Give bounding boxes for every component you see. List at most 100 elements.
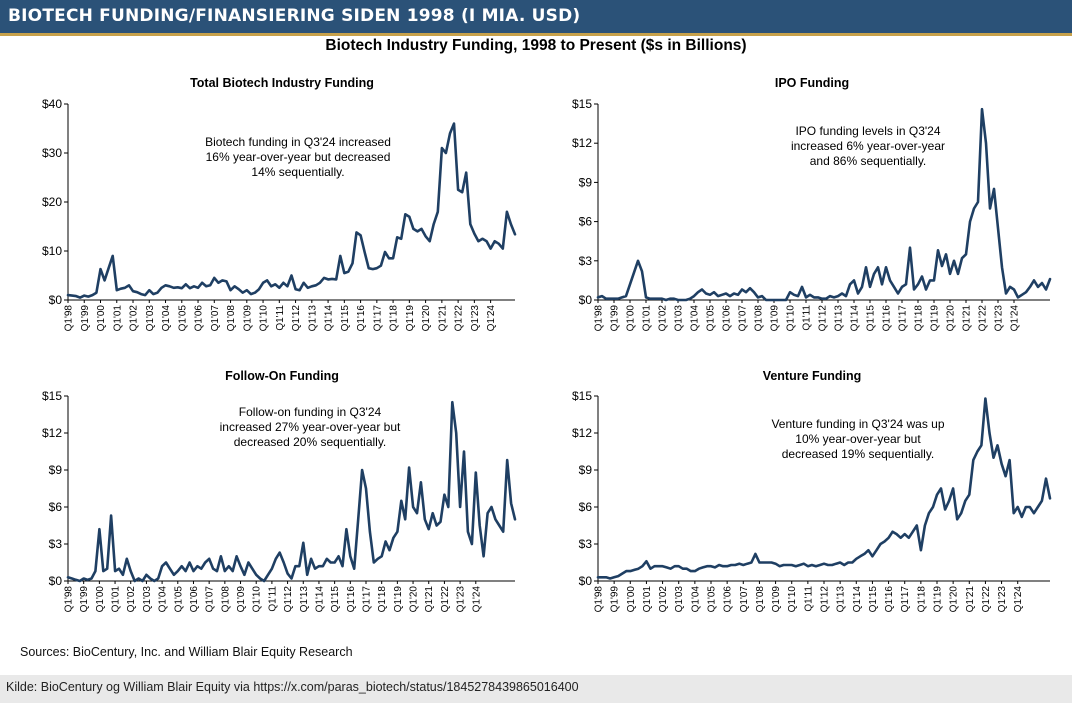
y-tick-label: $15	[42, 389, 62, 403]
x-tick-label: Q1'10	[252, 586, 263, 613]
y-tick-label: $0	[49, 574, 63, 588]
annotation-line: Follow-on funding in Q3'24	[239, 405, 382, 419]
x-tick-label: Q1'00	[626, 305, 637, 332]
x-tick-label: Q1'23	[456, 586, 467, 613]
annotation-line: increased 6% year-over-year	[791, 139, 945, 153]
y-tick-label: $12	[572, 426, 592, 440]
panel-title: IPO Funding	[775, 76, 849, 90]
header-banner: BIOTECH FUNDING/FINANSIERING SIDEN 1998 …	[0, 0, 1072, 36]
x-tick-label: Q1'02	[129, 305, 140, 332]
x-tick-label: Q1'99	[79, 586, 90, 613]
x-tick-label: Q1'00	[626, 586, 637, 613]
panel-title: Total Biotech Industry Funding	[190, 76, 374, 90]
x-tick-label: Q1'01	[112, 305, 123, 332]
x-tick-label: Q1'03	[674, 586, 685, 613]
annotation-line: 10% year-over-year but	[795, 432, 921, 446]
x-tick-label: Q1'11	[275, 305, 286, 331]
x-tick-label: Q1'11	[802, 305, 813, 331]
x-tick-label: Q1'19	[405, 305, 416, 332]
x-tick-label: Q1'19	[933, 586, 944, 613]
x-tick-label: Q1'02	[658, 305, 669, 332]
y-tick-label: $6	[579, 500, 593, 514]
x-tick-label: Q1'16	[356, 305, 367, 332]
x-tick-label: Q1'08	[220, 586, 231, 613]
annotation-line: Venture funding in Q3'24 was up	[771, 417, 944, 431]
y-tick-label: $3	[49, 537, 63, 551]
chart-panel-venture: Venture Funding $0 $3 $6 $9 $12 $15 Q1'98 Q1'99 Q…	[572, 369, 1052, 613]
x-tick-label: Q1'16	[884, 586, 895, 613]
x-tick-label: Q1'12	[820, 586, 831, 613]
x-tick-label: Q1'21	[437, 305, 448, 332]
x-tick-label: Q1'07	[210, 305, 221, 332]
x-tick-label: Q1'18	[377, 586, 388, 613]
y-tick-label: $12	[42, 426, 62, 440]
series-line-venture	[596, 397, 1052, 580]
x-tick-label: Q1'03	[142, 586, 153, 613]
x-tick-label: Q1'04	[690, 586, 701, 613]
x-tick-label: Q1'15	[340, 305, 351, 332]
x-tick-label: Q1'13	[307, 305, 318, 332]
annotation-line: increased 27% year-over-year but	[220, 420, 401, 434]
annotation-text: Venture funding in Q3'24 was up 10% year-…	[771, 417, 944, 461]
chart-panel-total: Total Biotech Industry Funding $0 $10 $20 $3…	[42, 76, 517, 332]
x-tick-label: Q1'15	[868, 586, 879, 613]
x-tick-label: Q1'98	[64, 586, 75, 613]
x-tick-label: Q1'17	[898, 305, 909, 332]
y-tick-label: $6	[49, 500, 63, 514]
sources-note: Sources: BioCentury, Inc. and William Bl…	[20, 645, 353, 659]
x-tick-label: Q1'08	[755, 586, 766, 613]
x-tick-label: Q1'98	[594, 586, 605, 613]
x-tick-label: Q1'19	[930, 305, 941, 332]
x-tick-label: Q1'03	[674, 305, 685, 332]
y-tick-label: $30	[42, 146, 62, 160]
y-tick-label: $0	[579, 574, 593, 588]
chart-panel-follow-on: Follow-On Funding $0 $3 $6 $9 $12 $15 Q1'98 Q1'9…	[42, 369, 517, 613]
x-tick-label: Q1'06	[189, 586, 200, 613]
x-tick-label: Q1'05	[706, 305, 717, 332]
x-tick-label: Q1'23	[994, 305, 1005, 332]
x-tick-label: Q1'13	[299, 586, 310, 613]
y-tick-label: $9	[579, 463, 593, 477]
y-tick-label: $15	[572, 97, 592, 111]
x-tick-label: Q1'06	[722, 305, 733, 332]
x-tick-label: Q1'98	[594, 305, 605, 332]
annotation-line: and 86% sequentially.	[810, 154, 927, 168]
x-tick-label: Q1'14	[314, 586, 325, 613]
annotation-line: Biotech funding in Q3'24 increased	[205, 135, 391, 149]
x-tick-label: Q1'03	[145, 305, 156, 332]
x-tick-label: Q1'20	[946, 305, 957, 332]
y-tick-label: $20	[42, 195, 62, 209]
series-line-ipo	[596, 107, 1052, 302]
annotation-line: 14% sequentially.	[251, 165, 344, 179]
x-tick-label: Q1'21	[424, 586, 435, 613]
x-tick-label: Q1'12	[818, 305, 829, 332]
x-tick-label: Q1'09	[771, 586, 782, 613]
x-tick-label: Q1'23	[997, 586, 1008, 613]
y-tick-label: $0	[579, 293, 593, 307]
y-tick-label: $12	[572, 136, 592, 150]
x-tick-label: Q1'24	[471, 586, 482, 613]
x-tick-label: Q1'17	[372, 305, 383, 332]
x-tick-label: Q1'13	[836, 586, 847, 613]
y-tick-label: $9	[579, 175, 593, 189]
x-tick-label: Q1'07	[739, 586, 750, 613]
y-tick-label: $10	[42, 244, 62, 258]
x-tick-label: Q1'17	[900, 586, 911, 613]
x-tick-label: Q1'14	[324, 305, 335, 332]
x-tick-label: Q1'10	[259, 305, 270, 332]
x-tick-label: Q1'21	[962, 305, 973, 332]
banner-title: BIOTECH FUNDING/FINANSIERING SIDEN 1998 …	[8, 6, 581, 26]
x-tick-label: Q1'13	[834, 305, 845, 332]
x-tick-label: Q1'04	[690, 305, 701, 332]
annotation-line: decreased 19% sequentially.	[782, 447, 935, 461]
x-tick-label: Q1'18	[914, 305, 925, 332]
series-line-follow-on	[66, 400, 517, 583]
x-tick-label: Q1'22	[454, 305, 465, 332]
x-tick-label: Q1'12	[291, 305, 302, 332]
x-tick-label: Q1'04	[158, 586, 169, 613]
annotation-text: IPO funding levels in Q3'24 increased 6% …	[791, 124, 945, 168]
x-tick-label: Q1'11	[803, 586, 814, 612]
y-tick-label: $6	[579, 215, 593, 229]
x-tick-label: Q1'24	[1010, 305, 1021, 332]
annotation-text: Follow-on funding in Q3'24 increased 27% …	[220, 405, 401, 449]
